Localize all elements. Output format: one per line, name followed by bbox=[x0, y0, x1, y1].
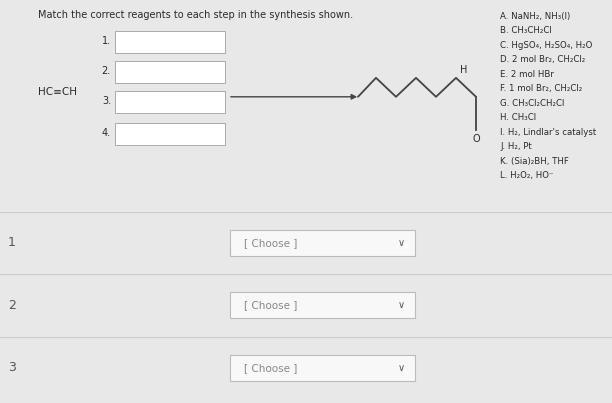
Text: J. H₂, Pt: J. H₂, Pt bbox=[500, 142, 532, 151]
Text: ∨: ∨ bbox=[398, 363, 405, 373]
Text: H. CH₃Cl: H. CH₃Cl bbox=[500, 113, 536, 122]
Bar bbox=[115, 61, 225, 83]
Text: 1.: 1. bbox=[102, 36, 111, 46]
Text: 2: 2 bbox=[8, 299, 16, 312]
Text: E. 2 mol HBr: E. 2 mol HBr bbox=[500, 70, 554, 79]
Text: F. 1 mol Br₂, CH₂Cl₂: F. 1 mol Br₂, CH₂Cl₂ bbox=[500, 84, 582, 93]
Text: H: H bbox=[460, 65, 468, 75]
Text: 1: 1 bbox=[8, 236, 16, 249]
Text: ∨: ∨ bbox=[398, 300, 405, 310]
Bar bbox=[115, 123, 225, 145]
Text: 3.: 3. bbox=[102, 96, 111, 106]
Text: I. H₂, Lindlar's catalyst: I. H₂, Lindlar's catalyst bbox=[500, 128, 596, 137]
Text: [ Choose ]: [ Choose ] bbox=[244, 363, 297, 373]
Text: C. HgSO₄, H₂SO₄, H₂O: C. HgSO₄, H₂SO₄, H₂O bbox=[500, 41, 592, 50]
Text: 4.: 4. bbox=[102, 128, 111, 138]
Text: 2.: 2. bbox=[102, 66, 111, 76]
Text: B. CH₃CH₂Cl: B. CH₃CH₂Cl bbox=[500, 27, 552, 35]
Text: Match the correct reagents to each step in the synthesis shown.: Match the correct reagents to each step … bbox=[38, 10, 353, 20]
Bar bbox=[115, 31, 225, 53]
Bar bbox=[230, 230, 415, 256]
Text: 3: 3 bbox=[8, 361, 16, 374]
Bar bbox=[115, 91, 225, 113]
Bar bbox=[230, 292, 415, 318]
Text: ∨: ∨ bbox=[398, 238, 405, 248]
Text: L. H₂O₂, HO⁻: L. H₂O₂, HO⁻ bbox=[500, 171, 553, 180]
Text: O: O bbox=[472, 134, 480, 144]
Text: D. 2 mol Br₂, CH₂Cl₂: D. 2 mol Br₂, CH₂Cl₂ bbox=[500, 55, 585, 64]
Text: HC≡CH: HC≡CH bbox=[38, 87, 77, 97]
Text: [ Choose ]: [ Choose ] bbox=[244, 300, 297, 310]
Text: A. NaNH₂, NH₃(l): A. NaNH₂, NH₃(l) bbox=[500, 12, 570, 21]
Bar bbox=[230, 355, 415, 381]
Text: G. CH₃Cl₂CH₂Cl: G. CH₃Cl₂CH₂Cl bbox=[500, 99, 564, 108]
Text: [ Choose ]: [ Choose ] bbox=[244, 238, 297, 248]
Text: K. (Sia)₂BH, THF: K. (Sia)₂BH, THF bbox=[500, 157, 569, 166]
